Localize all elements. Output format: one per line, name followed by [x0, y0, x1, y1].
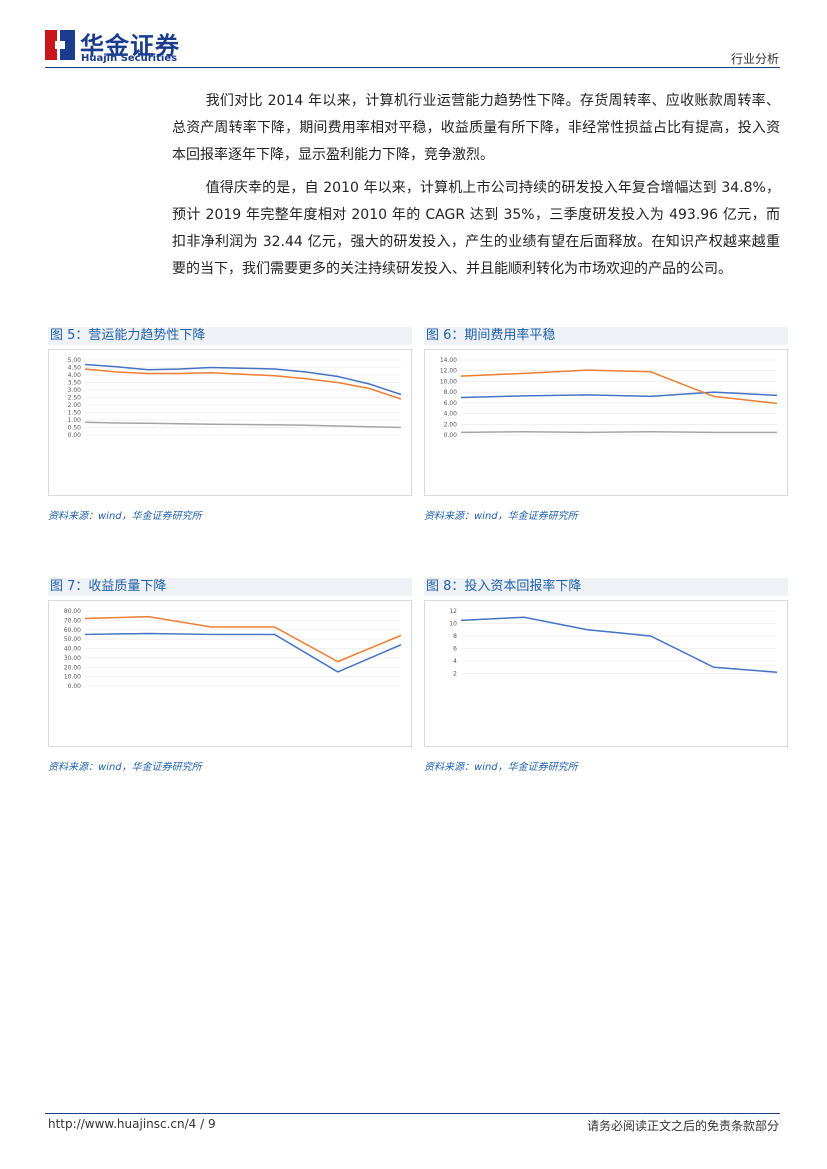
series-line — [460, 391, 778, 399]
y-tick-label: 40.00 — [64, 646, 81, 653]
y-tick-label: 10.00 — [64, 674, 81, 681]
y-tick-label: 5.00 — [68, 357, 82, 364]
figure-source: 资料来源：wind，华金证券研究所 — [48, 762, 202, 773]
chart-frame: 0.00 2.00 4.00 6.00 8.00 10.00 12.00 14.00 — [424, 349, 788, 496]
line-chart: 2 4 6 8 10 12 — [449, 608, 778, 678]
footer-url: http://www.huajinsc.cn/4 / 9 — [48, 1117, 216, 1131]
y-tick-label: 0.50 — [68, 425, 82, 432]
series-line — [84, 368, 402, 400]
y-tick-label: 30.00 — [64, 655, 81, 662]
figure-title: 图 5：营运能力趋势性下降 — [48, 327, 412, 345]
logo-icon — [45, 30, 75, 60]
y-tick-label: 80.00 — [64, 608, 81, 615]
y-tick-label: 2 — [453, 671, 457, 678]
y-tick-label: 6 — [453, 646, 457, 653]
series-line — [84, 632, 402, 673]
line-chart: 0.000.501.001.502.002.503.003.504.004.50… — [68, 357, 402, 439]
y-tick-label: 2.50 — [68, 395, 82, 402]
y-tick-label: 4.00 — [68, 372, 82, 379]
y-tick-label: 1.50 — [68, 410, 82, 417]
figure-source: 资料来源：wind，华金证券研究所 — [48, 511, 202, 522]
y-tick-label: 0.00 — [444, 432, 458, 439]
y-tick-label: 20.00 — [64, 664, 81, 671]
y-tick-label: 3.50 — [68, 380, 82, 387]
paragraph: 值得庆幸的是，自 2010 年以来，计算机上市公司持续的研发投入年复合增幅达到 … — [172, 180, 780, 277]
y-tick-label: 12.00 — [440, 368, 457, 375]
footer-rule — [45, 1113, 780, 1114]
y-tick-label: 10.00 — [440, 378, 457, 385]
figure-title: 图 8：投入资本回报率下降 — [424, 578, 788, 596]
footer-disclaimer: 请务必阅读正文之后的免责条款部分 — [586, 1119, 779, 1133]
y-tick-label: 3.00 — [68, 387, 82, 394]
figure-source: 资料来源：wind，华金证券研究所 — [424, 511, 578, 522]
y-tick-label: 0.00 — [68, 683, 82, 690]
y-tick-label: 14.00 — [440, 357, 457, 364]
y-tick-label: 50.00 — [64, 636, 81, 643]
brand: 华金证券 — [80, 32, 180, 60]
paragraph: 我们对比 2014 年以来，计算机行业运营能力趋势性下降。存货周转率、应收账款周… — [172, 93, 780, 163]
section-label: 行业分析 — [730, 52, 779, 66]
y-tick-label: 2.00 — [68, 402, 82, 409]
y-tick-label: 4 — [453, 658, 457, 665]
y-tick-label: 10 — [449, 621, 457, 628]
figure-source: 资料来源：wind，华金证券研究所 — [424, 762, 578, 773]
series-line — [84, 363, 402, 396]
figure-title: 图 7：收益质量下降 — [48, 578, 412, 596]
line-chart: 0.00 2.00 4.00 6.00 8.00 10.00 12.00 14.00 — [440, 357, 778, 439]
y-tick-label: 2.00 — [444, 421, 458, 428]
chart-frame: 2 4 6 8 10 12 — [424, 600, 788, 747]
y-tick-label: 6.00 — [444, 400, 458, 407]
figure-title: 图 6：期间费用率平稳 — [424, 327, 788, 345]
chart-frame: 0.00 10.00 20.00 30.00 40.00 50.00 60.00 70.00 8… — [48, 600, 412, 747]
y-tick-label: 8 — [453, 633, 457, 640]
series-line — [460, 431, 777, 434]
series-line — [84, 615, 402, 663]
y-tick-label: 0.00 — [68, 432, 82, 439]
y-tick-label: 8.00 — [444, 389, 458, 396]
brand-en: Huajin Securities — [81, 53, 178, 64]
y-tick-label: 70.00 — [64, 617, 81, 624]
line-chart: 0.00 10.00 20.00 30.00 40.00 50.00 60.00 70.00 8… — [64, 608, 402, 690]
header-rule — [45, 67, 780, 68]
series-line — [84, 421, 402, 429]
series-line — [460, 369, 778, 405]
series-line — [460, 616, 778, 673]
y-tick-label: 4.50 — [68, 365, 82, 372]
y-tick-label: 60.00 — [64, 627, 81, 634]
y-tick-label: 12 — [449, 608, 457, 615]
y-tick-label: 1.00 — [68, 417, 82, 424]
y-tick-label: 4.00 — [444, 411, 458, 418]
chart-frame: 0.00 0.50 1.00 1.50 2.00 2.50 3.00 3.50 4.00 4.50… — [48, 349, 412, 496]
